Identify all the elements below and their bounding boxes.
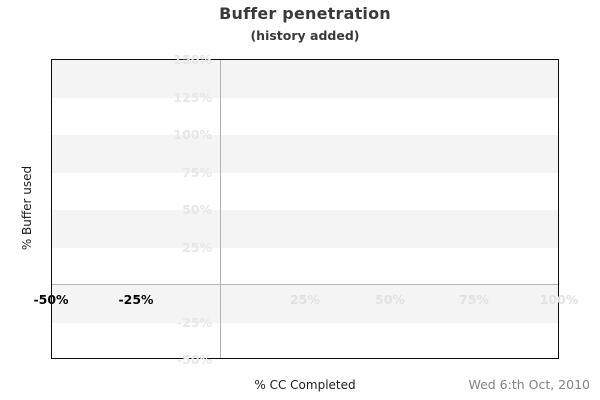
chart-subtitle: (history added) — [250, 28, 360, 43]
y-tick-label: 100% — [173, 127, 212, 142]
date-annotation: Wed 6:th Oct, 2010 — [468, 377, 590, 392]
y-axis-title: % Buffer used — [20, 165, 34, 251]
x-tick-label: -25% — [118, 292, 154, 307]
y-tick-label: 50% — [182, 202, 212, 217]
plot-band-150-125 — [52, 60, 558, 98]
y-tick-label: -25% — [176, 314, 212, 330]
x-tick-label: -50% — [33, 292, 69, 307]
x-tick-label: 100% — [539, 292, 579, 307]
y-zero-gridline — [52, 284, 558, 285]
x-zero-gridline — [220, 60, 221, 358]
plot-band-0-neg25 — [52, 285, 558, 323]
plot-band-50-25 — [52, 210, 558, 248]
x-tick-label: 75% — [459, 292, 489, 307]
y-tick-label: 25% — [182, 239, 212, 255]
y-tick-label: 150% — [173, 52, 212, 67]
y-tick-label: 75% — [182, 164, 212, 180]
chart-title: Buffer penetration — [219, 4, 391, 23]
plot-band-100-75 — [52, 135, 558, 173]
y-tick-label: 125% — [173, 89, 212, 105]
x-tick-label: 25% — [290, 292, 320, 307]
plot-area — [51, 59, 559, 359]
x-axis-title: % CC Completed — [254, 378, 356, 392]
x-tick-label: 50% — [375, 292, 405, 307]
y-tick-label: -50% — [176, 352, 212, 367]
